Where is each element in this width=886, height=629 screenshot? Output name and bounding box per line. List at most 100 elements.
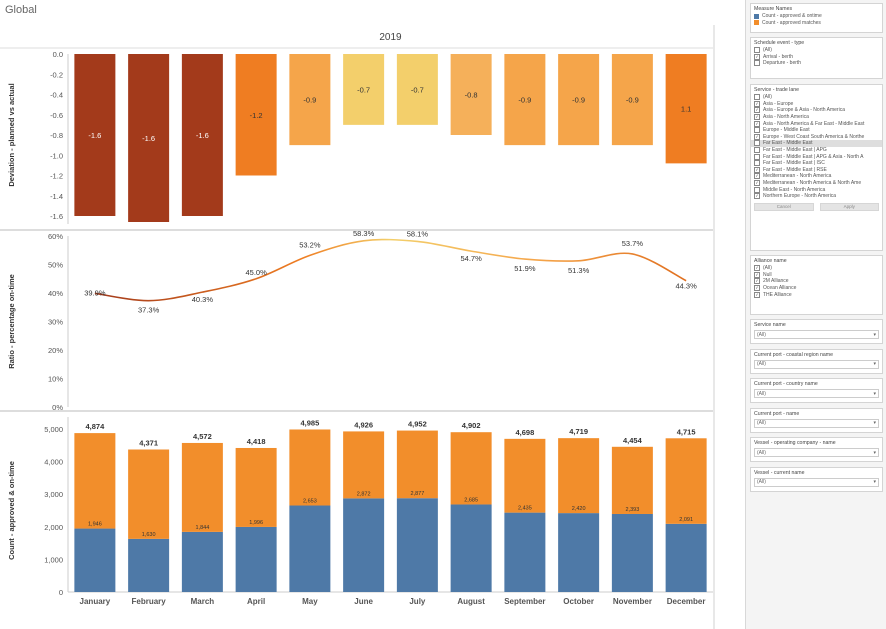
ontime-bar bbox=[343, 498, 385, 592]
filter-option[interactable]: Europe - Middle East bbox=[751, 127, 882, 134]
matches-bar bbox=[558, 438, 600, 514]
filter-dropdown[interactable]: (All) ▾ bbox=[754, 477, 879, 487]
filter-option-label: Mediterranean - North America bbox=[763, 173, 832, 180]
checkbox[interactable]: ✓ bbox=[754, 173, 760, 180]
ontime-value-label: 2,393 bbox=[625, 507, 639, 513]
checkbox[interactable]: ✓ bbox=[754, 53, 760, 60]
filter-option[interactable]: ✓ Asia - North America bbox=[751, 114, 882, 121]
checkbox[interactable]: ✓ bbox=[754, 271, 760, 278]
filter-dropdown[interactable]: (All) ▾ bbox=[754, 418, 879, 428]
ontime-value-label: 2,685 bbox=[464, 497, 478, 503]
dropdown-filter: Service name (All) ▾ bbox=[750, 319, 883, 344]
legend-item-approved-ontime[interactable]: Count - approved & ontime bbox=[751, 13, 882, 20]
filter-option[interactable]: ✓ Asia - Europe bbox=[751, 100, 882, 108]
filter-option[interactable]: Middle East - North America bbox=[751, 186, 882, 193]
y-tick-label: 0% bbox=[52, 403, 63, 412]
ontime-bar bbox=[611, 513, 653, 592]
checkbox[interactable] bbox=[754, 60, 760, 67]
ontime-bar bbox=[289, 505, 331, 592]
ontime-value-label: 2,877 bbox=[410, 491, 424, 497]
checkbox[interactable]: ✓ bbox=[754, 180, 760, 187]
y-tick-label: 3,000 bbox=[44, 490, 63, 499]
filter-option[interactable]: ✓ Asia - Europe & Asia - North America bbox=[751, 107, 882, 114]
chevron-down-icon: ▾ bbox=[873, 390, 876, 397]
x-tick-label: February bbox=[132, 597, 167, 606]
ontime-value-label: 2,091 bbox=[679, 517, 693, 523]
filter-option[interactable]: ✓ Mediterranean - North America bbox=[751, 173, 882, 180]
checkbox[interactable]: ✓ bbox=[754, 166, 760, 173]
filter-option[interactable]: ✓ Europe - West Coast South America & Nor… bbox=[751, 133, 882, 141]
filter-option-label: Ocean Alliance bbox=[763, 285, 797, 292]
checkbox[interactable] bbox=[754, 140, 760, 147]
filter-option-label: Middle East - North America bbox=[763, 186, 826, 193]
bar-value-label: -0.9 bbox=[303, 96, 316, 105]
filter-option[interactable]: ✓ Northern Europe - North America bbox=[751, 193, 882, 200]
ontime-bar bbox=[235, 526, 277, 592]
bar-value-label: 1.1 bbox=[681, 105, 691, 114]
checkbox[interactable]: ✓ bbox=[754, 278, 760, 285]
legend-item-approved-matches[interactable]: Count - approved matches bbox=[751, 20, 882, 27]
dropdown-filter: Vessel - operating company - name (All) ▾ bbox=[750, 437, 883, 462]
filter-option[interactable]: ✓ Ocean Alliance bbox=[751, 285, 882, 292]
dropdown-value: (All) bbox=[757, 449, 766, 456]
x-tick-label: April bbox=[247, 597, 265, 606]
checkbox[interactable] bbox=[754, 47, 760, 54]
checkbox[interactable]: ✓ bbox=[754, 107, 760, 114]
dropdown-value: (All) bbox=[757, 479, 766, 485]
filter-option[interactable]: ✓ Mediterranean - North America & North A… bbox=[751, 180, 882, 187]
y-tick-label: 40% bbox=[48, 289, 63, 298]
matches-bar bbox=[289, 429, 331, 506]
legend-swatch-orange bbox=[754, 20, 759, 26]
filter-option[interactable]: (All) bbox=[751, 94, 882, 101]
deviation-bar bbox=[504, 54, 546, 146]
filter-option[interactable]: ✓ 2M Alliance bbox=[751, 278, 882, 285]
cancel-button[interactable]: Cancel bbox=[754, 202, 814, 211]
filter-option-label: Europe - Middle East bbox=[763, 127, 810, 134]
checkbox[interactable]: ✓ bbox=[754, 265, 760, 272]
filter-option[interactable]: Far East - Middle East bbox=[751, 140, 882, 147]
y-tick-label: -1.6 bbox=[50, 212, 63, 221]
ontime-bar bbox=[128, 538, 170, 592]
checkbox[interactable]: ✓ bbox=[754, 193, 760, 200]
filter-option-label: (All) bbox=[763, 265, 772, 272]
filter-dropdown[interactable]: (All) ▾ bbox=[754, 330, 879, 339]
filter-option-label: Asia - Europe bbox=[763, 100, 794, 107]
filter-option[interactable]: Far East - Middle East | APG bbox=[751, 147, 882, 154]
checkbox[interactable] bbox=[754, 94, 760, 101]
x-tick-label: August bbox=[457, 597, 485, 606]
filter-option[interactable]: Departure - berth bbox=[751, 60, 882, 67]
checkbox[interactable]: ✓ bbox=[754, 120, 760, 127]
checkbox[interactable] bbox=[754, 160, 760, 167]
checkbox[interactable]: ✓ bbox=[754, 285, 760, 292]
checkbox[interactable] bbox=[754, 127, 760, 134]
filter-option[interactable]: ✓ THE Alliance bbox=[751, 291, 882, 298]
dropdown-value: (All) bbox=[757, 331, 766, 338]
filter-option[interactable]: (All) bbox=[751, 47, 882, 54]
checkbox[interactable] bbox=[754, 153, 760, 160]
filter-option-label: Asia - North America & Far East - Middle… bbox=[763, 120, 865, 127]
filter-dropdown[interactable]: (All) ▾ bbox=[754, 359, 879, 369]
checkbox[interactable]: ✓ bbox=[754, 291, 760, 298]
filter-option[interactable]: ✓ Far East - Middle East | RSE bbox=[751, 166, 882, 174]
filter-option[interactable]: Far East - Middle East | APG & Asia - No… bbox=[751, 153, 882, 160]
trade-lane-filter: Service - trade lane (All) ✓ Asia - Europe… bbox=[750, 84, 883, 251]
checkbox[interactable] bbox=[754, 147, 760, 154]
dropdown-filter: Current port - country name (All) ▾ bbox=[750, 378, 883, 403]
filter-option[interactable]: ✓ (All) bbox=[751, 265, 882, 272]
ontime-bar bbox=[504, 512, 546, 592]
checkbox[interactable]: ✓ bbox=[754, 114, 760, 121]
apply-button[interactable]: Apply bbox=[819, 202, 879, 211]
filter-option[interactable]: Far East - Middle East | ISC bbox=[751, 160, 882, 167]
filter-option[interactable]: ✓ Arrival - berth bbox=[751, 53, 882, 61]
filter-option-label: Asia - North America bbox=[763, 114, 809, 121]
filter-option-label: Arrival - berth bbox=[763, 53, 794, 60]
checkbox[interactable] bbox=[754, 186, 760, 193]
filter-dropdown[interactable]: (All) ▾ bbox=[754, 389, 879, 398]
filter-dropdown[interactable]: (All) ▾ bbox=[754, 448, 879, 457]
checkbox[interactable]: ✓ bbox=[754, 100, 760, 107]
filter-option-label: (All) bbox=[763, 94, 772, 101]
filter-option[interactable]: ✓ Asia - North America & Far East - Middl… bbox=[751, 120, 882, 127]
filter-option[interactable]: ✓ Null bbox=[751, 271, 882, 279]
checkbox[interactable]: ✓ bbox=[754, 133, 760, 140]
deviation-bar bbox=[343, 54, 385, 125]
